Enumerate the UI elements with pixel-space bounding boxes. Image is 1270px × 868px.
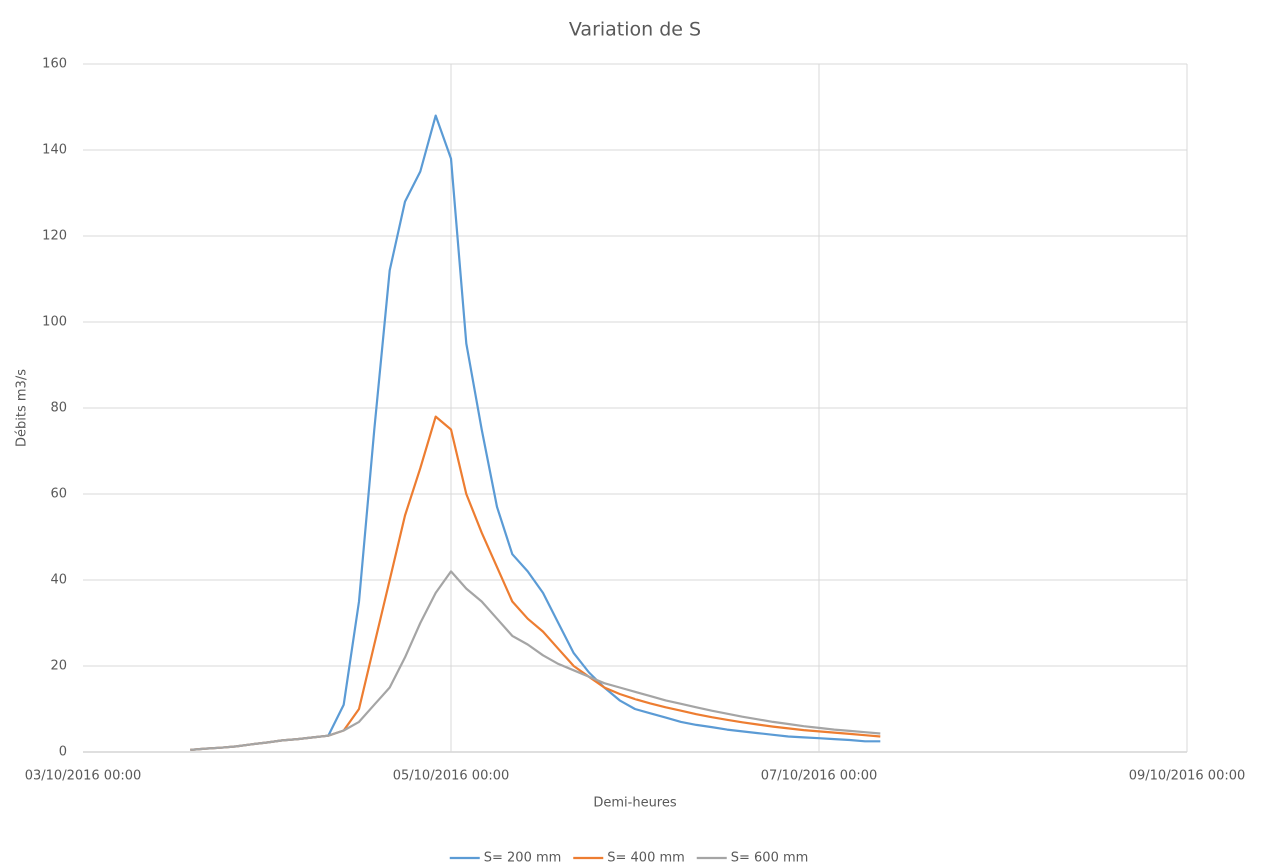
y-tick-label: 140 <box>42 143 67 158</box>
y-tick-label: 20 <box>50 659 67 674</box>
y-tick-label: 60 <box>50 487 67 502</box>
legend-label: S= 400 mm <box>607 851 685 866</box>
x-tick-label: 05/10/2016 00:00 <box>393 769 510 784</box>
x-tick-label: 03/10/2016 00:00 <box>25 769 142 784</box>
y-tick-label: 120 <box>42 229 67 244</box>
y-tick-label: 0 <box>59 745 67 760</box>
y-tick-label: 160 <box>42 57 67 72</box>
y-tick-label: 100 <box>42 315 67 330</box>
x-tick-label: 07/10/2016 00:00 <box>761 769 878 784</box>
y-axis-label: Débits m3/s <box>15 369 30 447</box>
y-tick-label: 40 <box>50 573 67 588</box>
series-line <box>190 570 881 751</box>
legend-label: S= 600 mm <box>731 851 809 866</box>
y-tick-label: 80 <box>50 401 67 416</box>
series-line <box>190 114 881 751</box>
x-axis-label: Demi-heures <box>593 796 677 811</box>
x-tick-label: 09/10/2016 00:00 <box>1129 769 1246 784</box>
chart-title: Variation de S <box>569 19 701 41</box>
legend-label: S= 200 mm <box>484 851 562 866</box>
